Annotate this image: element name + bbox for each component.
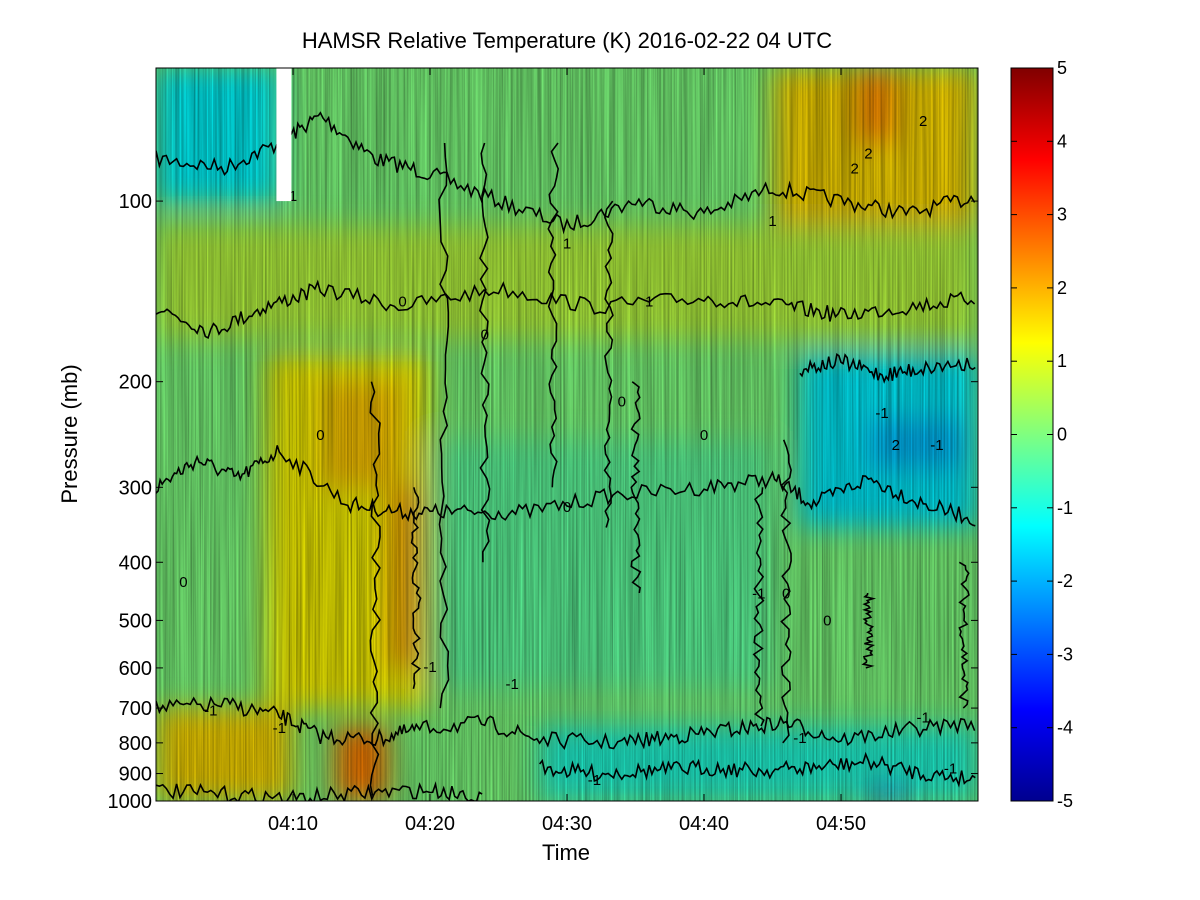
- contour-line: [156, 279, 976, 340]
- contour-label: -1: [204, 702, 217, 719]
- y-tick-label: 600: [119, 658, 152, 680]
- contour-line: [156, 695, 976, 750]
- contour-line: [156, 445, 976, 527]
- colorbar-ticks: 5 4 3 2 1 0 -1 -2 -3 -4 -5: [1011, 58, 1073, 811]
- colorbar-tick-label: -1: [1057, 498, 1073, 518]
- contour-label: 0: [179, 574, 187, 591]
- contour-line: [369, 381, 381, 796]
- colorbar-tick-label: 3: [1057, 205, 1067, 225]
- contour-line: [538, 751, 976, 788]
- contour-line: [603, 200, 614, 528]
- contour-label: -1: [793, 730, 806, 747]
- x-axis-ticks: 04:10 04:20 04:30 04:40 04:50: [268, 68, 866, 835]
- contour-label: 2: [851, 161, 859, 178]
- y-axis-label: Pressure (mb): [57, 364, 82, 503]
- contour-label: 2: [864, 146, 872, 163]
- colorbar-tick-label: 5: [1057, 58, 1067, 78]
- contour-label: 0: [700, 427, 708, 444]
- colorbar-tick-label: -4: [1057, 718, 1073, 738]
- colorbar-tick-label: 0: [1057, 425, 1067, 445]
- contour-label: 0: [481, 326, 489, 343]
- contour-line: [547, 142, 560, 488]
- contour-label: -1: [588, 772, 601, 789]
- colorbar-gradient: [1011, 68, 1053, 801]
- contour-line: [438, 142, 450, 709]
- colorbar-tick-label: 1: [1057, 351, 1067, 371]
- colorbar: 5 4 3 2 1 0 -1 -2 -3 -4 -5: [1010, 58, 1073, 811]
- contour-line: [958, 561, 970, 709]
- y-tick-label: 500: [119, 610, 152, 632]
- colorbar-tick-label: -3: [1057, 644, 1073, 664]
- contour-line: [861, 592, 877, 669]
- contour-label: 0: [618, 394, 626, 411]
- y-tick-label: 400: [119, 552, 152, 574]
- contour-label: -1: [917, 710, 930, 727]
- y-tick-label: 300: [119, 477, 152, 499]
- contour-line: [752, 487, 765, 727]
- x-tick-label: 04:20: [405, 813, 455, 835]
- contour-label: -1: [273, 720, 286, 737]
- contour-label: -1: [930, 437, 943, 454]
- contour-line: [410, 487, 422, 689]
- contour-line: [780, 439, 792, 744]
- contour-label: -1: [506, 676, 519, 693]
- missing-data-gap: [276, 68, 292, 202]
- contour-label: -1: [752, 586, 765, 603]
- contour-label: -1: [423, 659, 436, 676]
- colorbar-tick-label: 2: [1057, 278, 1067, 298]
- y-tick-label: 1000: [108, 791, 153, 813]
- x-tick-label: 04:40: [679, 813, 729, 835]
- heatmap-texture: [156, 68, 978, 801]
- plot-area: 22221111000000000-1-1-1-1-1-1-1-1-1-1-1 …: [108, 67, 979, 835]
- contour-label: -1: [944, 761, 957, 778]
- contour-label: 1: [645, 294, 653, 311]
- x-axis-label: Time: [542, 840, 590, 865]
- contour-label: 0: [563, 499, 571, 516]
- y-tick-label: 700: [119, 698, 152, 720]
- contour-label: 0: [398, 294, 406, 311]
- x-tick-label: 04:30: [542, 813, 592, 835]
- contour-label: 1: [563, 236, 571, 253]
- x-tick-label: 04:50: [816, 813, 866, 835]
- colorbar-tick-label: -5: [1057, 791, 1073, 811]
- x-tick-label: 04:10: [268, 813, 318, 835]
- contour-label: 0: [316, 427, 324, 444]
- contour-line: [799, 353, 976, 384]
- y-tick-label: 100: [119, 191, 152, 213]
- contour-label: -1: [875, 405, 888, 422]
- contour-label: 0: [823, 613, 831, 630]
- contour-label: 0: [782, 586, 790, 603]
- chart-title: HAMSR Relative Temperature (K) 2016-02-2…: [302, 28, 832, 53]
- colorbar-tick-label: 4: [1057, 131, 1067, 151]
- y-tick-label: 200: [119, 372, 152, 394]
- colorbar-tick-label: -2: [1057, 571, 1073, 591]
- contour-label: 2: [892, 437, 900, 454]
- contour-line: [479, 142, 491, 563]
- contour-line: [630, 381, 642, 594]
- contour-label: 2: [919, 113, 927, 130]
- contour-label: 1: [768, 213, 776, 230]
- y-tick-label: 900: [119, 764, 152, 786]
- contour-line: [156, 781, 483, 801]
- y-tick-label: 800: [119, 733, 152, 755]
- contour-label: 1: [289, 188, 297, 205]
